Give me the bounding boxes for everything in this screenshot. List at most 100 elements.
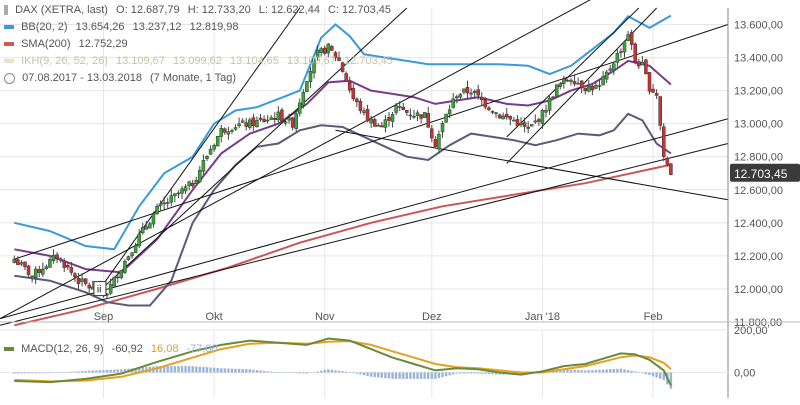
macd-histogram-bar bbox=[302, 372, 305, 374]
candle-body bbox=[472, 91, 477, 93]
candle-body bbox=[554, 84, 559, 97]
macd-histogram-bar bbox=[91, 370, 94, 373]
ikh-label: IKH(9, 26, 52, 26) bbox=[21, 55, 108, 67]
macd-histogram-bar bbox=[348, 372, 351, 373]
candle-body bbox=[76, 277, 81, 284]
macd-histogram-bar bbox=[180, 366, 184, 373]
macd-histogram-bar bbox=[580, 370, 583, 373]
macd-histogram-bar bbox=[305, 372, 309, 374]
candle-body bbox=[380, 125, 384, 128]
macd-histogram-bar bbox=[252, 369, 255, 373]
candle-body bbox=[469, 92, 473, 95]
candle-body bbox=[515, 119, 520, 127]
trendline bbox=[14, 24, 729, 260]
candle-body bbox=[640, 61, 645, 66]
candle-body bbox=[622, 41, 627, 53]
trendline bbox=[506, 7, 640, 138]
macd-histogram-bar bbox=[70, 371, 73, 373]
macd-histogram-bar bbox=[626, 370, 630, 373]
macd-histogram-bar bbox=[448, 372, 451, 376]
candle-body bbox=[508, 116, 513, 120]
macd-histogram-bar bbox=[644, 372, 648, 375]
candle-body bbox=[651, 88, 655, 93]
macd-histogram-bar bbox=[141, 367, 144, 373]
candle-body bbox=[223, 128, 227, 133]
candle-body bbox=[344, 73, 348, 82]
ikh-value-1: 13.109,67 bbox=[115, 55, 165, 67]
macd-histogram-bar bbox=[494, 372, 498, 375]
candle-body bbox=[455, 96, 459, 99]
candle-body bbox=[298, 102, 302, 114]
candle-body bbox=[487, 107, 491, 110]
candle-body bbox=[190, 183, 195, 187]
candle-body bbox=[33, 268, 38, 278]
macd-histogram-bar bbox=[662, 372, 665, 380]
macd-histogram-bar bbox=[223, 368, 227, 373]
macd-histogram-bar bbox=[634, 371, 637, 373]
candle-body bbox=[662, 126, 666, 158]
candle-body bbox=[608, 68, 612, 71]
candle-body bbox=[308, 71, 313, 83]
instrument-label: DAX (XETRA, last) bbox=[15, 4, 108, 16]
candle-body bbox=[447, 109, 452, 115]
candle-body bbox=[248, 119, 252, 128]
x-tick-label: Feb bbox=[644, 311, 663, 323]
bb-swatch-icon bbox=[4, 25, 14, 30]
candle-body bbox=[537, 119, 541, 122]
macd-histogram-bar bbox=[120, 369, 123, 373]
date-axis: Sep Okt Nov Dez Jan '18 Feb bbox=[94, 311, 663, 323]
candle-body bbox=[123, 261, 127, 273]
bb-mid-value: 13.237,12 bbox=[132, 21, 182, 33]
x-tick-label: Okt bbox=[206, 311, 223, 323]
candle-body bbox=[547, 97, 552, 111]
bb-upper-path bbox=[14, 14, 672, 251]
candlesticks bbox=[12, 29, 673, 299]
candle-body bbox=[558, 83, 563, 87]
macd-histogram-bar bbox=[262, 370, 266, 373]
candle-body bbox=[83, 278, 88, 284]
macd-histogram-bar bbox=[334, 370, 337, 373]
macd-histogram-bar bbox=[98, 370, 102, 373]
candle-body bbox=[183, 186, 188, 192]
candle-body bbox=[151, 213, 156, 225]
trendline bbox=[0, 118, 729, 320]
macd-histogram-bar bbox=[102, 370, 105, 373]
macd-histogram-bar bbox=[362, 372, 366, 376]
macd-histogram-bar bbox=[473, 372, 476, 374]
macd-histogram-bar bbox=[13, 372, 16, 374]
macd-histogram-bar bbox=[234, 368, 237, 373]
candle-body bbox=[187, 181, 191, 187]
bb-label: BB(20, 2) bbox=[21, 21, 68, 33]
candle-body bbox=[119, 270, 124, 278]
candle-body bbox=[262, 118, 266, 122]
candle-body bbox=[208, 148, 213, 155]
macd-histogram-bar bbox=[30, 372, 34, 374]
macd-histogram-bar bbox=[612, 368, 616, 373]
candle-body bbox=[365, 109, 370, 122]
macd-histogram-bar bbox=[594, 369, 598, 373]
y-tick-label: 13.200,00 bbox=[734, 86, 783, 98]
macd-histogram-bar bbox=[59, 372, 62, 373]
macd-value: -60,92 bbox=[111, 343, 143, 355]
macd-histogram-bar bbox=[227, 368, 230, 373]
candle-body bbox=[276, 111, 281, 121]
candle-body bbox=[604, 71, 609, 80]
macd-histogram-bar bbox=[409, 372, 412, 379]
macd-histogram-bar bbox=[466, 372, 469, 374]
macd-histogram-bar bbox=[584, 370, 587, 373]
x-tick-label: Jan '18 bbox=[525, 311, 560, 323]
legend-bb: BB(20, 2) 13.654,26 13.237,12 12.819,98 bbox=[4, 21, 244, 33]
candle-body bbox=[73, 273, 77, 278]
candle-body bbox=[112, 276, 116, 287]
macd-histogram-bar bbox=[641, 372, 644, 374]
macd-histogram-bar bbox=[576, 370, 580, 373]
candle-body bbox=[212, 144, 216, 150]
macd-histogram-bar bbox=[166, 366, 169, 373]
candle-body bbox=[501, 115, 505, 120]
macd-histogram-bar bbox=[170, 366, 173, 373]
macd-histogram-bar bbox=[202, 366, 205, 373]
macd-histogram-bar bbox=[198, 366, 202, 373]
ikh-swatch-icon bbox=[4, 59, 14, 64]
macd-histogram-bar bbox=[277, 372, 280, 373]
